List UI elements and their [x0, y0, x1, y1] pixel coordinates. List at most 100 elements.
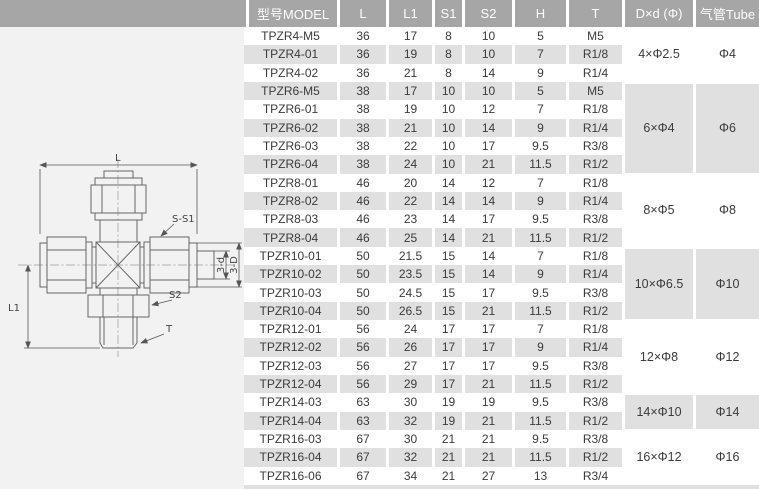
cell-H: 9	[512, 118, 566, 137]
dim-label-S-S1: S-S1	[172, 214, 195, 225]
cell-L: 63	[337, 393, 386, 412]
cell-S1: 17	[432, 338, 462, 357]
cell-L: 46	[337, 228, 386, 247]
col-header-dxd: D×d (Φ)	[622, 0, 693, 27]
cell-S1: 15	[432, 301, 462, 320]
drawing-panel: L L1 S-S1 S2 T 3-d 3-D	[0, 27, 244, 489]
dimension-lines	[24, 162, 242, 349]
table-row: TPZR8-03 46 23 14 17 9.5 R3/8	[244, 210, 622, 229]
cell-L: 67	[337, 448, 386, 467]
cell-dxd: 16×Φ12	[622, 429, 693, 485]
cell-S2: 21	[462, 411, 512, 430]
cell-model: TPZR12-01	[259, 322, 322, 337]
cell-L1: 22	[386, 136, 432, 156]
cell-model: TPZR8-02	[244, 191, 337, 211]
cell-model: TPZR12-04	[244, 374, 337, 394]
table-row: TPZR12-01 56 24 17 17 7 R1/8	[244, 320, 622, 339]
col-header-S2: S2	[462, 0, 512, 27]
cell-S1: 8	[432, 27, 462, 46]
table-row: TPZR4-02 36 21 8 14 9 R1/4	[244, 63, 622, 82]
cell-L: 63	[337, 411, 386, 430]
cropped-next-row-sliver	[244, 485, 759, 489]
cell-S1: 15	[432, 246, 462, 266]
cell-L: 56	[337, 320, 386, 339]
cell-L1: 30	[386, 429, 432, 449]
cell-H: 7	[512, 320, 566, 339]
cell-S2: 14	[462, 191, 512, 211]
cell-T: R1/2	[566, 411, 622, 430]
col-header-L1: L1	[386, 0, 432, 27]
cell-model: TPZR10-04	[244, 301, 337, 320]
dim-label-3d: 3-d	[216, 257, 227, 273]
cell-S2: 12	[462, 173, 512, 192]
table-row: TPZR14-03 63 30 19 19 9.5 R3/8	[244, 393, 622, 412]
cell-tube: Φ8	[693, 173, 759, 247]
cell-L1: 30	[386, 393, 432, 412]
cell-S2: 17	[462, 136, 512, 156]
cell-H: 7	[512, 246, 566, 266]
table-row: TPZR8-02 46 22 14 14 9 R1/4	[244, 191, 622, 211]
cell-T: R1/4	[566, 63, 622, 82]
cell-S1: 15	[432, 265, 462, 284]
table-row: TPZR16-03 67 30 21 21 9.5 R3/8	[244, 429, 622, 449]
cell-L1: 24.5	[386, 283, 432, 302]
cell-L1: 32	[386, 411, 432, 430]
cell-H: 9	[512, 63, 566, 82]
cell-T: R1/4	[566, 191, 622, 211]
spec-group-row: 16×Φ12 Φ16	[622, 429, 759, 485]
table-row: TPZR10-04 50 26.5 15 21 11.5 R1/2	[244, 301, 622, 320]
cell-L: 56	[337, 338, 386, 357]
cell-S1: 21	[432, 448, 462, 467]
cell-S2: 21	[462, 155, 512, 174]
cell-S2: 14	[462, 246, 512, 266]
table-row: TPZR4-M5 36 17 8 10 5 M5	[244, 27, 622, 46]
cell-S2: 21	[462, 301, 512, 320]
spec-group-row: 14×Φ10 Φ14	[622, 393, 759, 430]
cell-H: 9	[512, 265, 566, 284]
cell-S1: 15	[432, 283, 462, 302]
cell-S2: 17	[462, 320, 512, 339]
table-row: TPZR6-04 38 24 10 21 11.5 R1/2	[244, 155, 622, 174]
table-row: TPZR8-04 46 25 14 21 11.5 R1/2	[244, 228, 622, 247]
cell-S1: 14	[432, 210, 462, 229]
cell-S1: 17	[432, 374, 462, 394]
cell-T: R1/2	[566, 301, 622, 320]
table-row: TPZR8-01 46 20 14 12 7 R1/8	[244, 173, 622, 192]
header-blank-cell	[0, 0, 246, 27]
cell-S1: 14	[432, 228, 462, 247]
spec-group-row: 4×Φ2.5 Φ4	[622, 27, 759, 82]
table-row: TPZR12-03 56 27 17 17 9.5 R3/8	[244, 356, 622, 375]
cell-dxd: 8×Φ5	[622, 173, 693, 247]
cell-model: TPZR8-01	[262, 175, 319, 190]
cell-L1: 21.5	[386, 246, 432, 266]
cell-dxd: 6×Φ4	[622, 81, 693, 174]
table-row: TPZR6-02 38 21 10 14 9 R1/4	[244, 118, 622, 137]
cell-S1: 8	[432, 63, 462, 82]
dim-label-L1: L1	[8, 303, 20, 314]
cell-model: TPZR10-01	[259, 248, 322, 263]
cell-model: TPZR6-M5	[244, 81, 337, 101]
cell-S2: 10	[462, 81, 512, 101]
cell-T: R3/8	[566, 356, 622, 375]
table-row: TPZR6-01 38 19 10 12 7 R1/8	[244, 100, 622, 119]
cell-model: TPZR16-06	[259, 468, 322, 483]
cell-model: TPZR16-04	[244, 448, 337, 467]
table-header: 型号MODEL L L1 S1 S2 H T D×d (Φ) 气管Tube	[0, 0, 759, 27]
cell-S2: 14	[462, 63, 512, 82]
cell-model: TPZR4-M5	[261, 29, 320, 44]
spec-group-row: 8×Φ5 Φ8	[622, 173, 759, 247]
cell-S1: 21	[432, 466, 462, 485]
cell-model: TPZR8-03	[262, 212, 319, 227]
cell-T: R1/8	[566, 246, 622, 266]
cell-H: 11.5	[512, 228, 566, 247]
cell-model: TPZR6-03	[262, 139, 319, 154]
cell-L: 50	[337, 265, 386, 284]
col-header-S1: S1	[432, 0, 462, 27]
cell-T: R1/2	[566, 374, 622, 394]
fitting-outline	[39, 170, 215, 349]
cell-T: R1/8	[566, 173, 622, 192]
cell-T: R3/8	[566, 136, 622, 156]
table-row: TPZR6-M5 38 17 10 10 5 M5	[244, 81, 622, 101]
cell-L1: 24	[386, 155, 432, 174]
cell-S2: 21	[462, 228, 512, 247]
